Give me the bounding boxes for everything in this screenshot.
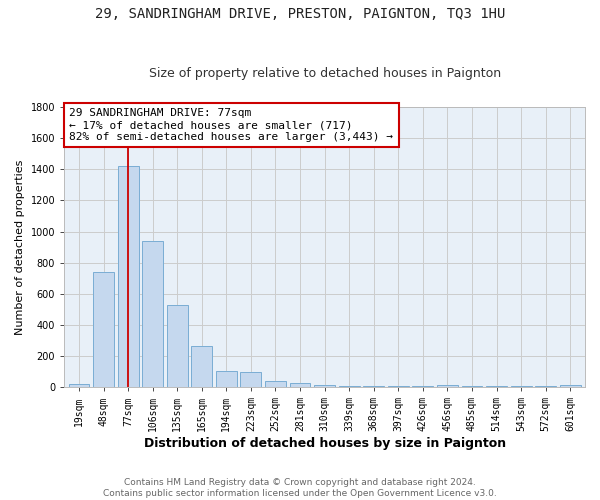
Bar bbox=[535, 386, 556, 387]
Bar bbox=[437, 386, 458, 387]
Text: Contains HM Land Registry data © Crown copyright and database right 2024.
Contai: Contains HM Land Registry data © Crown c… bbox=[103, 478, 497, 498]
Bar bbox=[118, 166, 139, 387]
Bar bbox=[486, 386, 507, 387]
Bar bbox=[461, 386, 482, 387]
Bar bbox=[314, 385, 335, 387]
Bar bbox=[265, 381, 286, 387]
Title: Size of property relative to detached houses in Paignton: Size of property relative to detached ho… bbox=[149, 66, 500, 80]
Text: 29 SANDRINGHAM DRIVE: 77sqm
← 17% of detached houses are smaller (717)
82% of se: 29 SANDRINGHAM DRIVE: 77sqm ← 17% of det… bbox=[70, 108, 394, 142]
X-axis label: Distribution of detached houses by size in Paignton: Distribution of detached houses by size … bbox=[143, 437, 506, 450]
Text: 29, SANDRINGHAM DRIVE, PRESTON, PAIGNTON, TQ3 1HU: 29, SANDRINGHAM DRIVE, PRESTON, PAIGNTON… bbox=[95, 8, 505, 22]
Bar bbox=[388, 386, 409, 387]
Bar bbox=[191, 346, 212, 387]
Bar bbox=[142, 241, 163, 387]
Bar bbox=[511, 386, 532, 387]
Bar bbox=[241, 372, 262, 387]
Bar bbox=[363, 386, 384, 387]
Bar bbox=[290, 383, 310, 387]
Bar bbox=[560, 386, 581, 387]
Bar bbox=[412, 386, 433, 387]
Bar bbox=[339, 386, 359, 387]
Bar bbox=[216, 371, 237, 387]
Bar bbox=[167, 304, 188, 387]
Y-axis label: Number of detached properties: Number of detached properties bbox=[15, 160, 25, 335]
Bar bbox=[68, 384, 89, 387]
Bar bbox=[93, 272, 114, 387]
